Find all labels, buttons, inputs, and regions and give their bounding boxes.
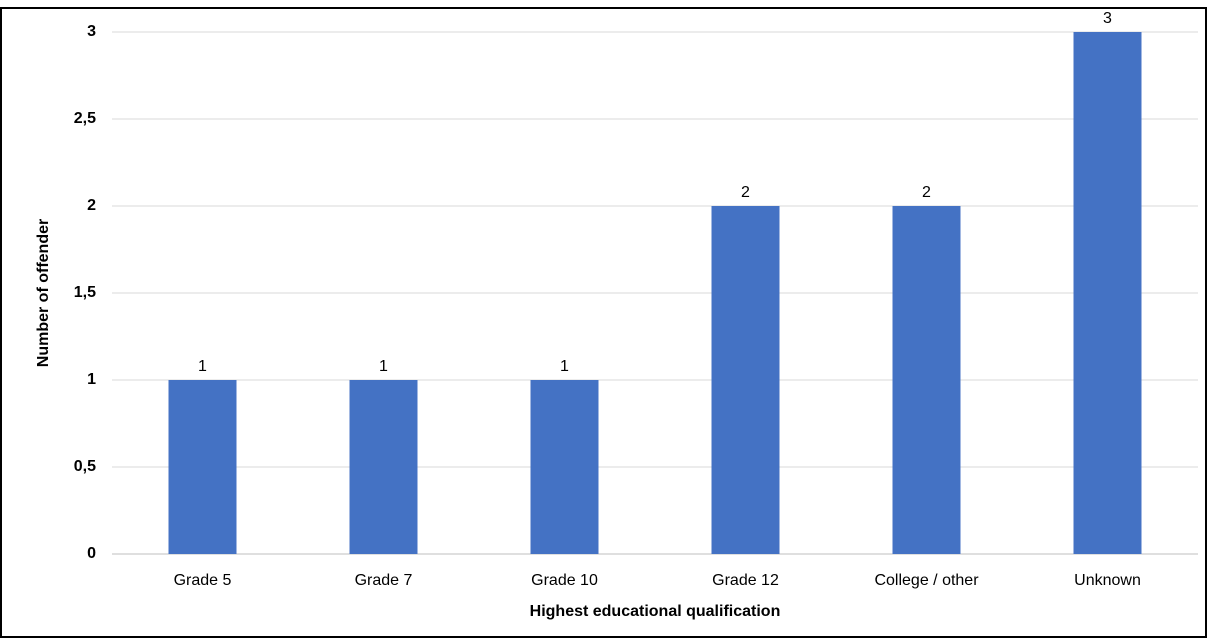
data-label: 1 [379, 358, 388, 375]
data-label: 1 [198, 358, 207, 375]
bar [711, 206, 780, 554]
data-label: 1 [560, 358, 569, 375]
y-axis-title: Number of offender [35, 219, 52, 367]
x-tick-label: Grade 5 [174, 572, 232, 589]
y-tick-label: 1 [87, 371, 96, 388]
y-tick-label: 2 [87, 197, 96, 214]
x-tick-label: Grade 10 [531, 572, 598, 589]
bar [892, 206, 961, 554]
x-tick-label: Unknown [1074, 572, 1141, 589]
x-axis-title: Highest educational qualification [530, 603, 781, 620]
chart-frame [0, 7, 1207, 638]
bar [530, 380, 599, 554]
x-tick-label: College / other [874, 572, 979, 589]
y-tick-label: 3 [87, 23, 96, 40]
y-tick-label: 1,5 [74, 284, 96, 301]
y-tick-label: 0 [87, 545, 96, 562]
x-tick-label: Grade 12 [712, 572, 779, 589]
y-tick-label: 2,5 [74, 110, 96, 127]
data-label: 3 [1103, 10, 1112, 27]
x-tick-label: Grade 7 [355, 572, 413, 589]
bar [349, 380, 418, 554]
data-label: 2 [741, 184, 750, 201]
data-label: 2 [922, 184, 931, 201]
bar [168, 380, 237, 554]
y-tick-label: 0,5 [74, 458, 96, 475]
bar [1073, 32, 1142, 554]
